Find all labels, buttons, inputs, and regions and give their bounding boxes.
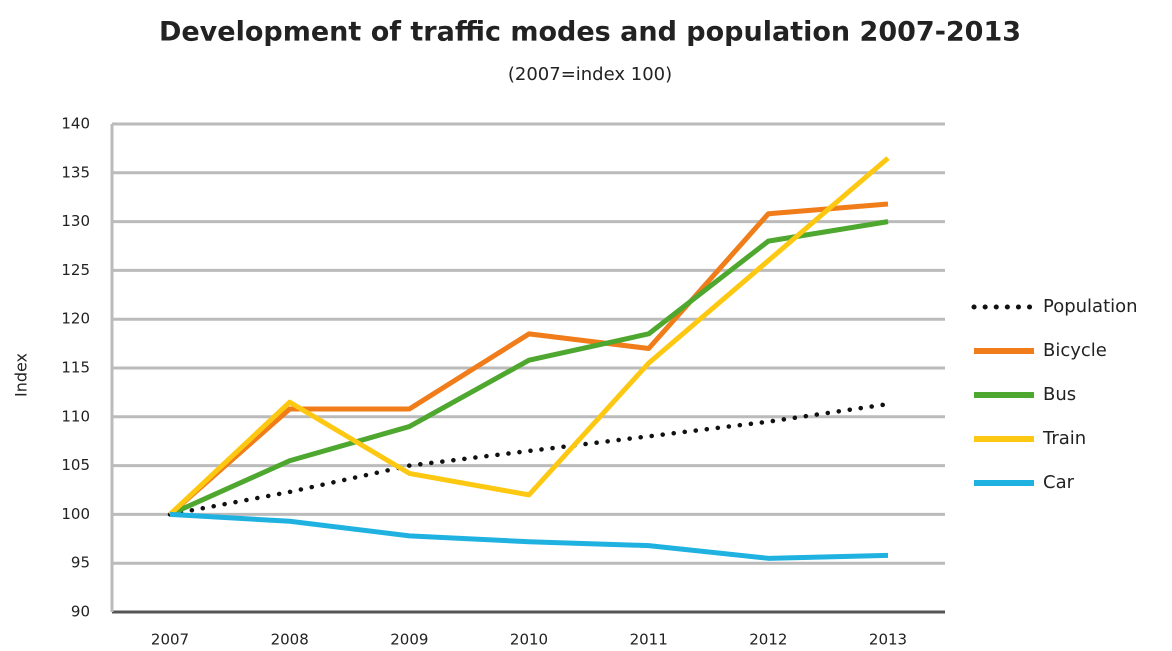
x-tick-label: 2013 (869, 631, 907, 649)
y-axis-label: Index (12, 353, 31, 397)
series-line (168, 201, 889, 517)
x-tick-label: 2008 (271, 631, 309, 649)
y-tick-label: 95 (71, 554, 90, 572)
x-tick-label: 2012 (749, 631, 787, 649)
y-tick-label: 135 (61, 163, 90, 181)
y-tick-label: 90 (71, 603, 90, 621)
legend-label: Population (1043, 296, 1138, 317)
y-tick-label: 100 (61, 505, 90, 523)
y-tick-label: 115 (61, 359, 90, 377)
y-tick-label: 130 (61, 212, 90, 230)
legend-label: Train (1042, 428, 1086, 449)
legend-label: Bicycle (1043, 340, 1107, 361)
x-tick-label: 2010 (510, 631, 548, 649)
series-line (167, 401, 891, 517)
y-tick-label: 120 (61, 310, 90, 328)
chart-subtitle: (2007=index 100) (508, 64, 672, 85)
legend-label: Bus (1043, 384, 1076, 405)
x-tick-label: 2011 (630, 631, 668, 649)
y-tick-label: 125 (61, 261, 90, 279)
y-tick-label: 105 (61, 456, 90, 474)
legend-label: Car (1043, 472, 1075, 493)
y-tick-label: 110 (61, 407, 90, 425)
series-line (168, 156, 890, 517)
series-line (169, 511, 889, 561)
x-tick-label: 2007 (151, 631, 189, 649)
series-line (168, 219, 889, 517)
y-tick-label: 140 (61, 115, 90, 133)
x-tick-label: 2009 (390, 631, 428, 649)
chart-title: Development of traffic modes and populat… (159, 17, 1021, 48)
